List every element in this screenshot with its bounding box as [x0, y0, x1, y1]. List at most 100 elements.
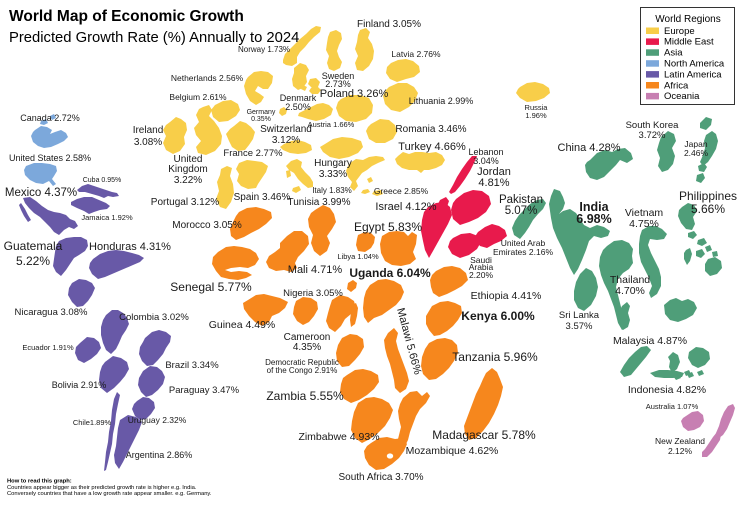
svg-text:Israel 4.12%: Israel 4.12% [375, 201, 436, 213]
svg-text:4.35%: 4.35% [293, 342, 321, 353]
svg-text:United Arab: United Arab [501, 238, 546, 248]
svg-text:Predicted Growth Rate (%) Annu: Predicted Growth Rate (%) Annually to 20… [9, 30, 299, 46]
svg-text:Japan: Japan [684, 139, 707, 149]
svg-text:World Regions: World Regions [655, 14, 720, 25]
svg-text:3.57%: 3.57% [566, 321, 593, 332]
svg-text:Romania 3.46%: Romania 3.46% [395, 124, 466, 135]
svg-text:Cameroon: Cameroon [284, 332, 331, 343]
svg-text:Netherlands 2.56%: Netherlands 2.56% [171, 73, 244, 83]
svg-text:North America: North America [664, 59, 725, 70]
svg-text:Uruguay 2.32%: Uruguay 2.32% [128, 415, 187, 425]
svg-text:Arabia: Arabia [469, 262, 494, 272]
svg-text:Thailand: Thailand [610, 274, 650, 286]
svg-text:Denmark: Denmark [280, 93, 317, 103]
svg-text:Egypt 5.83%: Egypt 5.83% [354, 220, 422, 234]
svg-text:Countries appear bigger as the: Countries appear bigger as their predict… [7, 485, 197, 491]
svg-text:Mozambique 4.62%: Mozambique 4.62% [406, 445, 499, 457]
svg-text:Spain 3.46%: Spain 3.46% [234, 192, 291, 203]
svg-text:Chile1.89%: Chile1.89% [73, 418, 112, 427]
svg-text:Middle East: Middle East [664, 37, 714, 48]
svg-text:3.33%: 3.33% [319, 169, 347, 180]
svg-text:1.96%: 1.96% [525, 111, 547, 120]
svg-text:3.22%: 3.22% [174, 175, 202, 186]
svg-text:Philippines: Philippines [679, 189, 737, 203]
svg-text:Switzerland: Switzerland [260, 124, 312, 135]
svg-text:Canada 2.72%: Canada 2.72% [20, 113, 80, 123]
svg-text:New Zealand: New Zealand [655, 436, 705, 446]
svg-text:4.81%: 4.81% [478, 177, 509, 189]
svg-text:Democratic Republic: Democratic Republic [265, 358, 339, 367]
svg-text:Mexico 4.37%: Mexico 4.37% [5, 187, 77, 199]
svg-text:0.35%: 0.35% [251, 116, 271, 123]
svg-text:5.22%: 5.22% [16, 254, 50, 268]
svg-text:2.73%: 2.73% [325, 79, 351, 89]
svg-text:3.12%: 3.12% [272, 135, 300, 146]
svg-text:Kingdom: Kingdom [168, 164, 207, 175]
svg-text:Oceania: Oceania [664, 91, 700, 102]
svg-text:Latin America: Latin America [664, 69, 722, 80]
svg-text:3.08%: 3.08% [134, 137, 162, 148]
svg-text:Zambia 5.55%: Zambia 5.55% [266, 389, 344, 403]
svg-text:Tunisia 3.99%: Tunisia 3.99% [288, 197, 351, 208]
svg-text:2.20%: 2.20% [469, 270, 494, 280]
svg-text:Norway 1.73%: Norway 1.73% [238, 45, 290, 54]
svg-text:Argentina 2.86%: Argentina 2.86% [126, 450, 193, 460]
svg-text:Greece 2.85%: Greece 2.85% [374, 186, 429, 196]
svg-text:Ethiopia 4.41%: Ethiopia 4.41% [471, 290, 542, 302]
svg-text:Cuba 0.95%: Cuba 0.95% [83, 177, 122, 184]
svg-text:of the Congo 2.91%: of the Congo 2.91% [267, 366, 338, 375]
svg-text:Zimbabwe 4.93%: Zimbabwe 4.93% [298, 431, 379, 443]
svg-text:6.98%: 6.98% [576, 212, 611, 226]
svg-text:South Africa 3.70%: South Africa 3.70% [338, 472, 423, 483]
svg-text:Emirates 2.16%: Emirates 2.16% [493, 247, 553, 257]
svg-text:Conversely countries that have: Conversely countries that have a low gro… [7, 491, 212, 497]
svg-text:Malaysia 4.87%: Malaysia 4.87% [613, 335, 687, 347]
svg-text:Asia: Asia [664, 48, 683, 59]
svg-text:5.66%: 5.66% [691, 202, 725, 216]
svg-text:Senegal 5.77%: Senegal 5.77% [170, 280, 252, 294]
svg-text:5.07%: 5.07% [505, 205, 538, 217]
svg-text:Australia 1.07%: Australia 1.07% [646, 402, 699, 411]
svg-text:How to read this graph:: How to read this graph: [7, 479, 72, 485]
svg-text:United: United [174, 154, 203, 165]
svg-text:Madagascar 5.78%: Madagascar 5.78% [432, 428, 536, 442]
svg-text:Colombia 3.02%: Colombia 3.02% [119, 312, 189, 323]
svg-text:Indonesia 4.82%: Indonesia 4.82% [628, 384, 706, 396]
svg-text:Guatemala: Guatemala [4, 239, 63, 253]
svg-text:Paraguay 3.47%: Paraguay 3.47% [169, 385, 240, 396]
svg-text:Honduras 4.31%: Honduras 4.31% [89, 241, 171, 253]
svg-text:Morocco 3.05%: Morocco 3.05% [172, 220, 242, 231]
svg-text:Europe: Europe [664, 26, 695, 37]
svg-text:South Korea: South Korea [626, 120, 680, 131]
svg-text:Mali 4.71%: Mali 4.71% [288, 264, 343, 276]
svg-text:Uganda 6.04%: Uganda 6.04% [349, 266, 431, 280]
svg-text:Austria 1.66%: Austria 1.66% [308, 120, 355, 129]
svg-text:Ecuador 1.91%: Ecuador 1.91% [22, 343, 74, 352]
svg-text:Sweden: Sweden [322, 71, 355, 81]
svg-text:Latvia 2.76%: Latvia 2.76% [391, 49, 441, 59]
svg-text:Jamaica 1.92%: Jamaica 1.92% [81, 213, 133, 222]
svg-text:Saudi: Saudi [470, 255, 492, 265]
svg-text:Nigeria 3.05%: Nigeria 3.05% [283, 288, 343, 299]
svg-text:World Map of Economic Growth: World Map of Economic Growth [9, 8, 244, 25]
svg-text:Jordan: Jordan [477, 166, 511, 178]
svg-text:4.70%: 4.70% [615, 285, 645, 297]
svg-text:Nicaragua 3.08%: Nicaragua 3.08% [15, 307, 88, 318]
svg-text:Germany: Germany [247, 109, 276, 116]
svg-text:3.72%: 3.72% [639, 130, 666, 141]
svg-text:Vietnam: Vietnam [625, 207, 664, 219]
svg-text:Libya 1.04%: Libya 1.04% [337, 252, 379, 261]
svg-text:Bolivia 2.91%: Bolivia 2.91% [52, 380, 107, 390]
svg-text:Lithuania 2.99%: Lithuania 2.99% [409, 96, 474, 106]
svg-text:2.46%: 2.46% [684, 148, 709, 158]
svg-text:Russia: Russia [525, 103, 549, 112]
svg-text:Tanzania 5.96%: Tanzania 5.96% [452, 350, 538, 364]
svg-text:Guinea 4.49%: Guinea 4.49% [209, 319, 276, 331]
svg-text:Pakistan: Pakistan [499, 194, 543, 206]
svg-text:Italy 1.83%: Italy 1.83% [312, 186, 352, 195]
svg-text:India: India [579, 200, 609, 214]
svg-text:Belgium 2.61%: Belgium 2.61% [169, 92, 227, 102]
svg-text:Africa: Africa [664, 80, 689, 91]
svg-text:Sri Lanka: Sri Lanka [559, 310, 600, 321]
svg-text:Lebanon: Lebanon [468, 147, 503, 157]
